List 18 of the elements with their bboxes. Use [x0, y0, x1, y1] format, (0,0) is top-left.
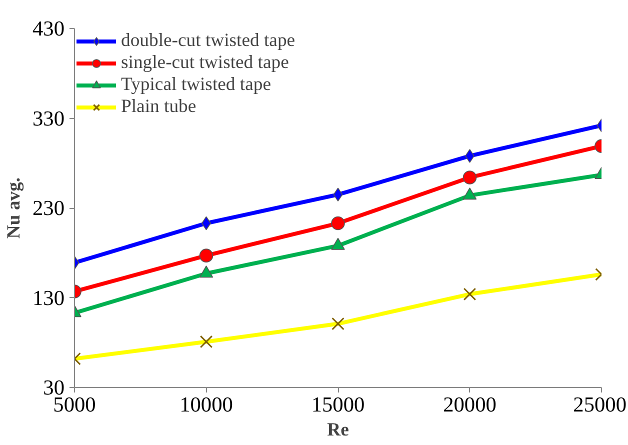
y-tick-label: 230 [32, 196, 65, 220]
y-tick-label: 430 [32, 16, 65, 40]
legend-label: Typical twisted tape [121, 74, 271, 96]
point [462, 170, 477, 184]
legend-label: double-cut twisted tape [121, 30, 296, 52]
point [199, 248, 214, 262]
y-tick-label: 130 [32, 286, 65, 310]
x-tick-label: 10000 [180, 392, 233, 416]
x-tick-label: 25000 [573, 392, 627, 416]
x-axis-title: Re [327, 420, 349, 440]
y-axis-title: Nu avg. [4, 177, 25, 239]
point [333, 188, 343, 202]
point [331, 216, 345, 230]
legend-label: single-cut twisted tape [121, 52, 289, 74]
x-tick-label: 20000 [443, 392, 496, 416]
legend-label: Plain tube [121, 96, 196, 118]
y-tick-label: 330 [32, 106, 65, 130]
x-tick-label: 15000 [311, 392, 365, 416]
